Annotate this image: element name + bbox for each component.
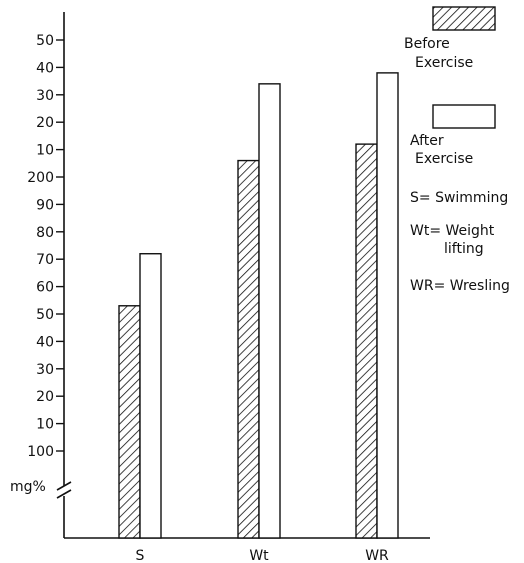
x-tick-label: S [136,548,145,563]
note-weight-lifting-line1: Wt= Weight [410,223,495,239]
legend-label-before-line2: Exercise [415,55,473,71]
axis-break-mark [56,481,72,499]
legend-label-after-line2: Exercise [415,151,473,167]
y-tick-label: 70 [36,252,54,268]
bars [118,72,399,539]
bar-after-exercise [258,83,281,539]
y-tick-label: 80 [36,225,54,241]
y-tick-label: 200 [27,170,54,186]
y-tick-label: 50 [36,307,54,323]
y-tick-label: 10 [36,417,54,433]
y-tick-label: 20 [36,389,54,405]
bar-before-exercise [118,305,141,539]
bar-before-exercise [237,159,260,539]
y-tick-label: 30 [36,362,54,378]
bar-before-exercise [355,143,378,539]
x-tick-labels: S Wt WR [136,548,389,563]
y-tick-label: 20 [36,115,54,131]
note-wrestling: WR= Wresling [410,278,510,294]
x-tick-label: Wt [249,548,269,563]
y-tick-label: 30 [36,88,54,104]
legend: Before Exercise After Exercise S= Swimmi… [404,6,510,294]
bar-after-exercise [376,72,399,539]
legend-label-after-line1: After [410,133,444,149]
y-tick-label: 10 [36,143,54,159]
y-tick-label: 60 [36,280,54,296]
note-swimming: S= Swimming [410,190,508,206]
y-tick-label: 100 [27,444,54,460]
bar-after-exercise [139,253,162,539]
note-weight-lifting-line2: lifting [444,241,484,257]
y-tick-label: 40 [36,334,54,350]
legend-swatch-after [432,104,496,129]
legend-label-before-line1: Before [404,36,450,52]
legend-swatch-before [432,6,496,31]
y-unit-label: mg% [10,479,46,495]
y-ticks: 100 10 20 30 40 50 60 70 80 90 200 10 20 30 40 50 [27,33,64,460]
y-tick-label: 90 [36,197,54,213]
y-tick-label: 40 [36,60,54,76]
y-tick-label: 50 [36,33,54,49]
x-tick-label: WR [365,548,389,563]
